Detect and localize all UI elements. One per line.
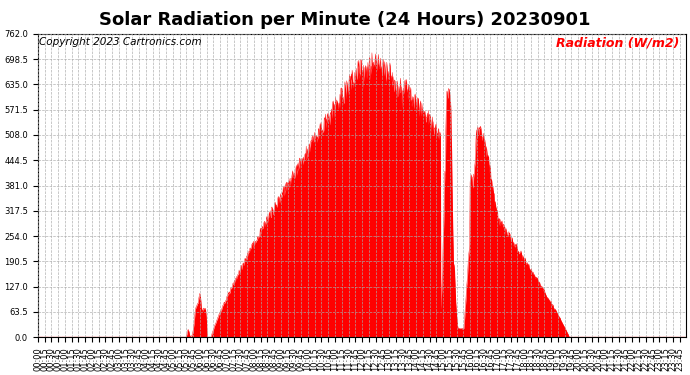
Text: Copyright 2023 Cartronics.com: Copyright 2023 Cartronics.com bbox=[39, 37, 201, 47]
Text: Solar Radiation per Minute (24 Hours) 20230901: Solar Radiation per Minute (24 Hours) 20… bbox=[99, 11, 591, 29]
Text: Radiation (W/m2): Radiation (W/m2) bbox=[556, 37, 680, 50]
